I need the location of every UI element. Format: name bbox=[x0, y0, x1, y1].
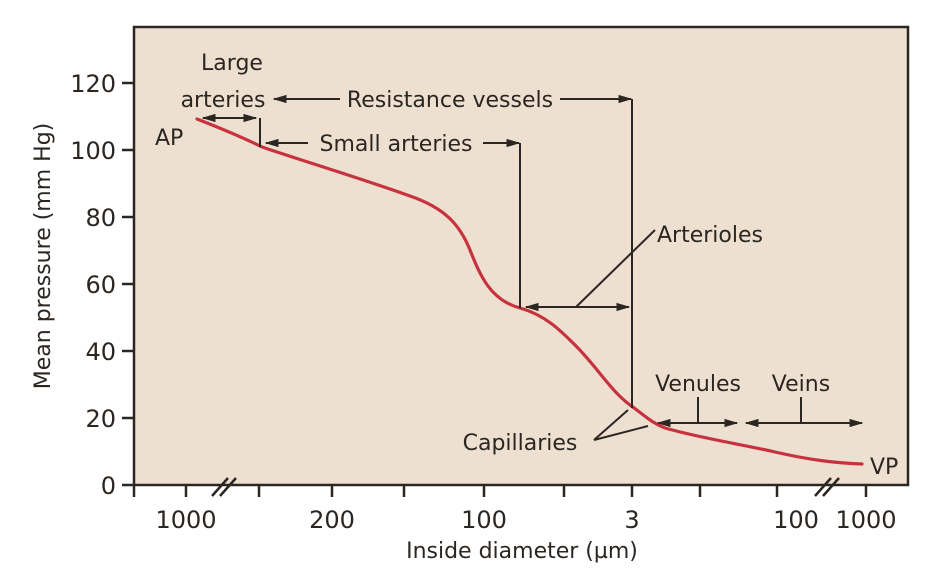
y-tick-label: 0 bbox=[101, 472, 116, 500]
resistance-vessels-label: Resistance vessels bbox=[347, 88, 553, 113]
arterioles-label: Arterioles bbox=[657, 223, 763, 248]
x-axis bbox=[132, 485, 868, 497]
venules-bracket bbox=[656, 397, 739, 428]
large-arteries-bracket bbox=[201, 113, 261, 147]
x-tick-label: 1000 bbox=[155, 506, 216, 534]
large-arteries-label-line1: Large bbox=[201, 51, 263, 76]
y-axis bbox=[122, 81, 134, 487]
large-arteries-label-line2: arteries bbox=[181, 88, 266, 113]
ap-label: AP bbox=[155, 126, 183, 151]
y-tick-label: 80 bbox=[85, 204, 116, 232]
pressure-curve bbox=[195, 117, 864, 466]
y-tick-label: 120 bbox=[70, 70, 116, 98]
vp-label: VP bbox=[870, 455, 898, 480]
small-arteries-bracket bbox=[264, 138, 521, 308]
small-arteries-label: Small arteries bbox=[320, 132, 473, 157]
capillaries-pointers bbox=[593, 409, 649, 441]
capillaries-label: Capillaries bbox=[463, 431, 578, 456]
x-axis-title: Inside diameter (µm) bbox=[406, 539, 638, 564]
y-tick-label: 20 bbox=[85, 405, 116, 433]
y-axis-title: Mean pressure (mm Hg) bbox=[31, 123, 56, 389]
y-tick-label: 60 bbox=[85, 271, 116, 299]
x-tick-label: 100 bbox=[773, 506, 819, 534]
x-tick-labels: 1000 200 100 3 100 1000 bbox=[155, 506, 896, 534]
veins-label: Veins bbox=[772, 372, 830, 397]
axis-break-right bbox=[814, 477, 840, 497]
axis-break-left bbox=[211, 477, 237, 497]
x-tick-label: 3 bbox=[624, 506, 639, 534]
y-tick-label: 40 bbox=[85, 338, 116, 366]
x-tick-label: 1000 bbox=[835, 506, 896, 534]
x-tick-label: 200 bbox=[309, 506, 355, 534]
venules-label: Venules bbox=[655, 372, 741, 397]
x-tick-label: 100 bbox=[461, 506, 507, 534]
veins-bracket bbox=[744, 397, 864, 428]
y-tick-label: 100 bbox=[70, 137, 116, 165]
y-tick-labels: 0 20 40 60 80 100 120 bbox=[70, 70, 116, 500]
arterioles-bracket bbox=[524, 229, 656, 312]
